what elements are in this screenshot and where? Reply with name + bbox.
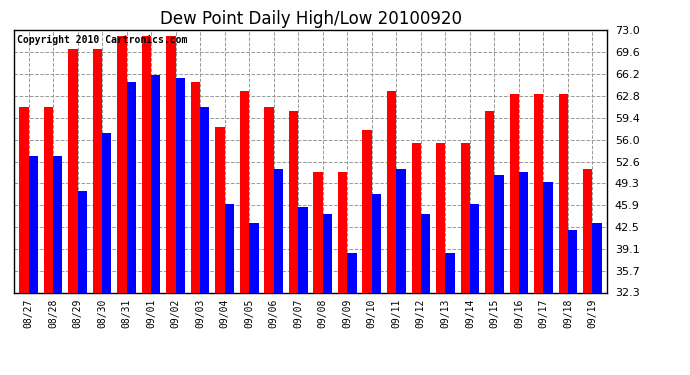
Text: Copyright 2010 Cartronics.com: Copyright 2010 Cartronics.com [17,35,187,45]
Bar [534,94,544,292]
Bar [117,36,126,292]
Bar [485,111,495,292]
Bar [583,169,593,292]
Bar [470,204,479,292]
Bar [396,169,406,292]
Bar [28,156,38,292]
Bar [544,182,553,292]
Bar [176,78,185,292]
Bar [568,230,578,292]
Bar [411,143,421,292]
Bar [436,143,445,292]
Bar [92,50,102,292]
Bar [510,94,519,292]
Bar [313,172,323,292]
Bar [421,214,430,292]
Bar [19,107,28,292]
Bar [77,191,87,292]
Bar [593,224,602,292]
Bar [68,50,77,292]
Bar [372,195,381,292]
Bar [102,133,111,292]
Bar [460,143,470,292]
Bar [559,94,568,292]
Title: Dew Point Daily High/Low 20100920: Dew Point Daily High/Low 20100920 [159,10,462,28]
Bar [387,91,396,292]
Bar [298,207,308,292]
Bar [338,172,347,292]
Bar [362,130,372,292]
Bar [200,107,210,292]
Bar [151,75,161,292]
Bar [126,82,136,292]
Bar [215,127,225,292]
Bar [519,172,529,292]
Bar [142,36,151,292]
Bar [495,175,504,292]
Bar [43,107,53,292]
Bar [274,169,283,292]
Bar [191,82,200,292]
Bar [445,252,455,292]
Bar [249,224,259,292]
Bar [166,36,176,292]
Bar [240,91,249,292]
Bar [347,252,357,292]
Bar [289,111,298,292]
Bar [323,214,332,292]
Bar [264,107,274,292]
Bar [53,156,62,292]
Bar [225,204,234,292]
